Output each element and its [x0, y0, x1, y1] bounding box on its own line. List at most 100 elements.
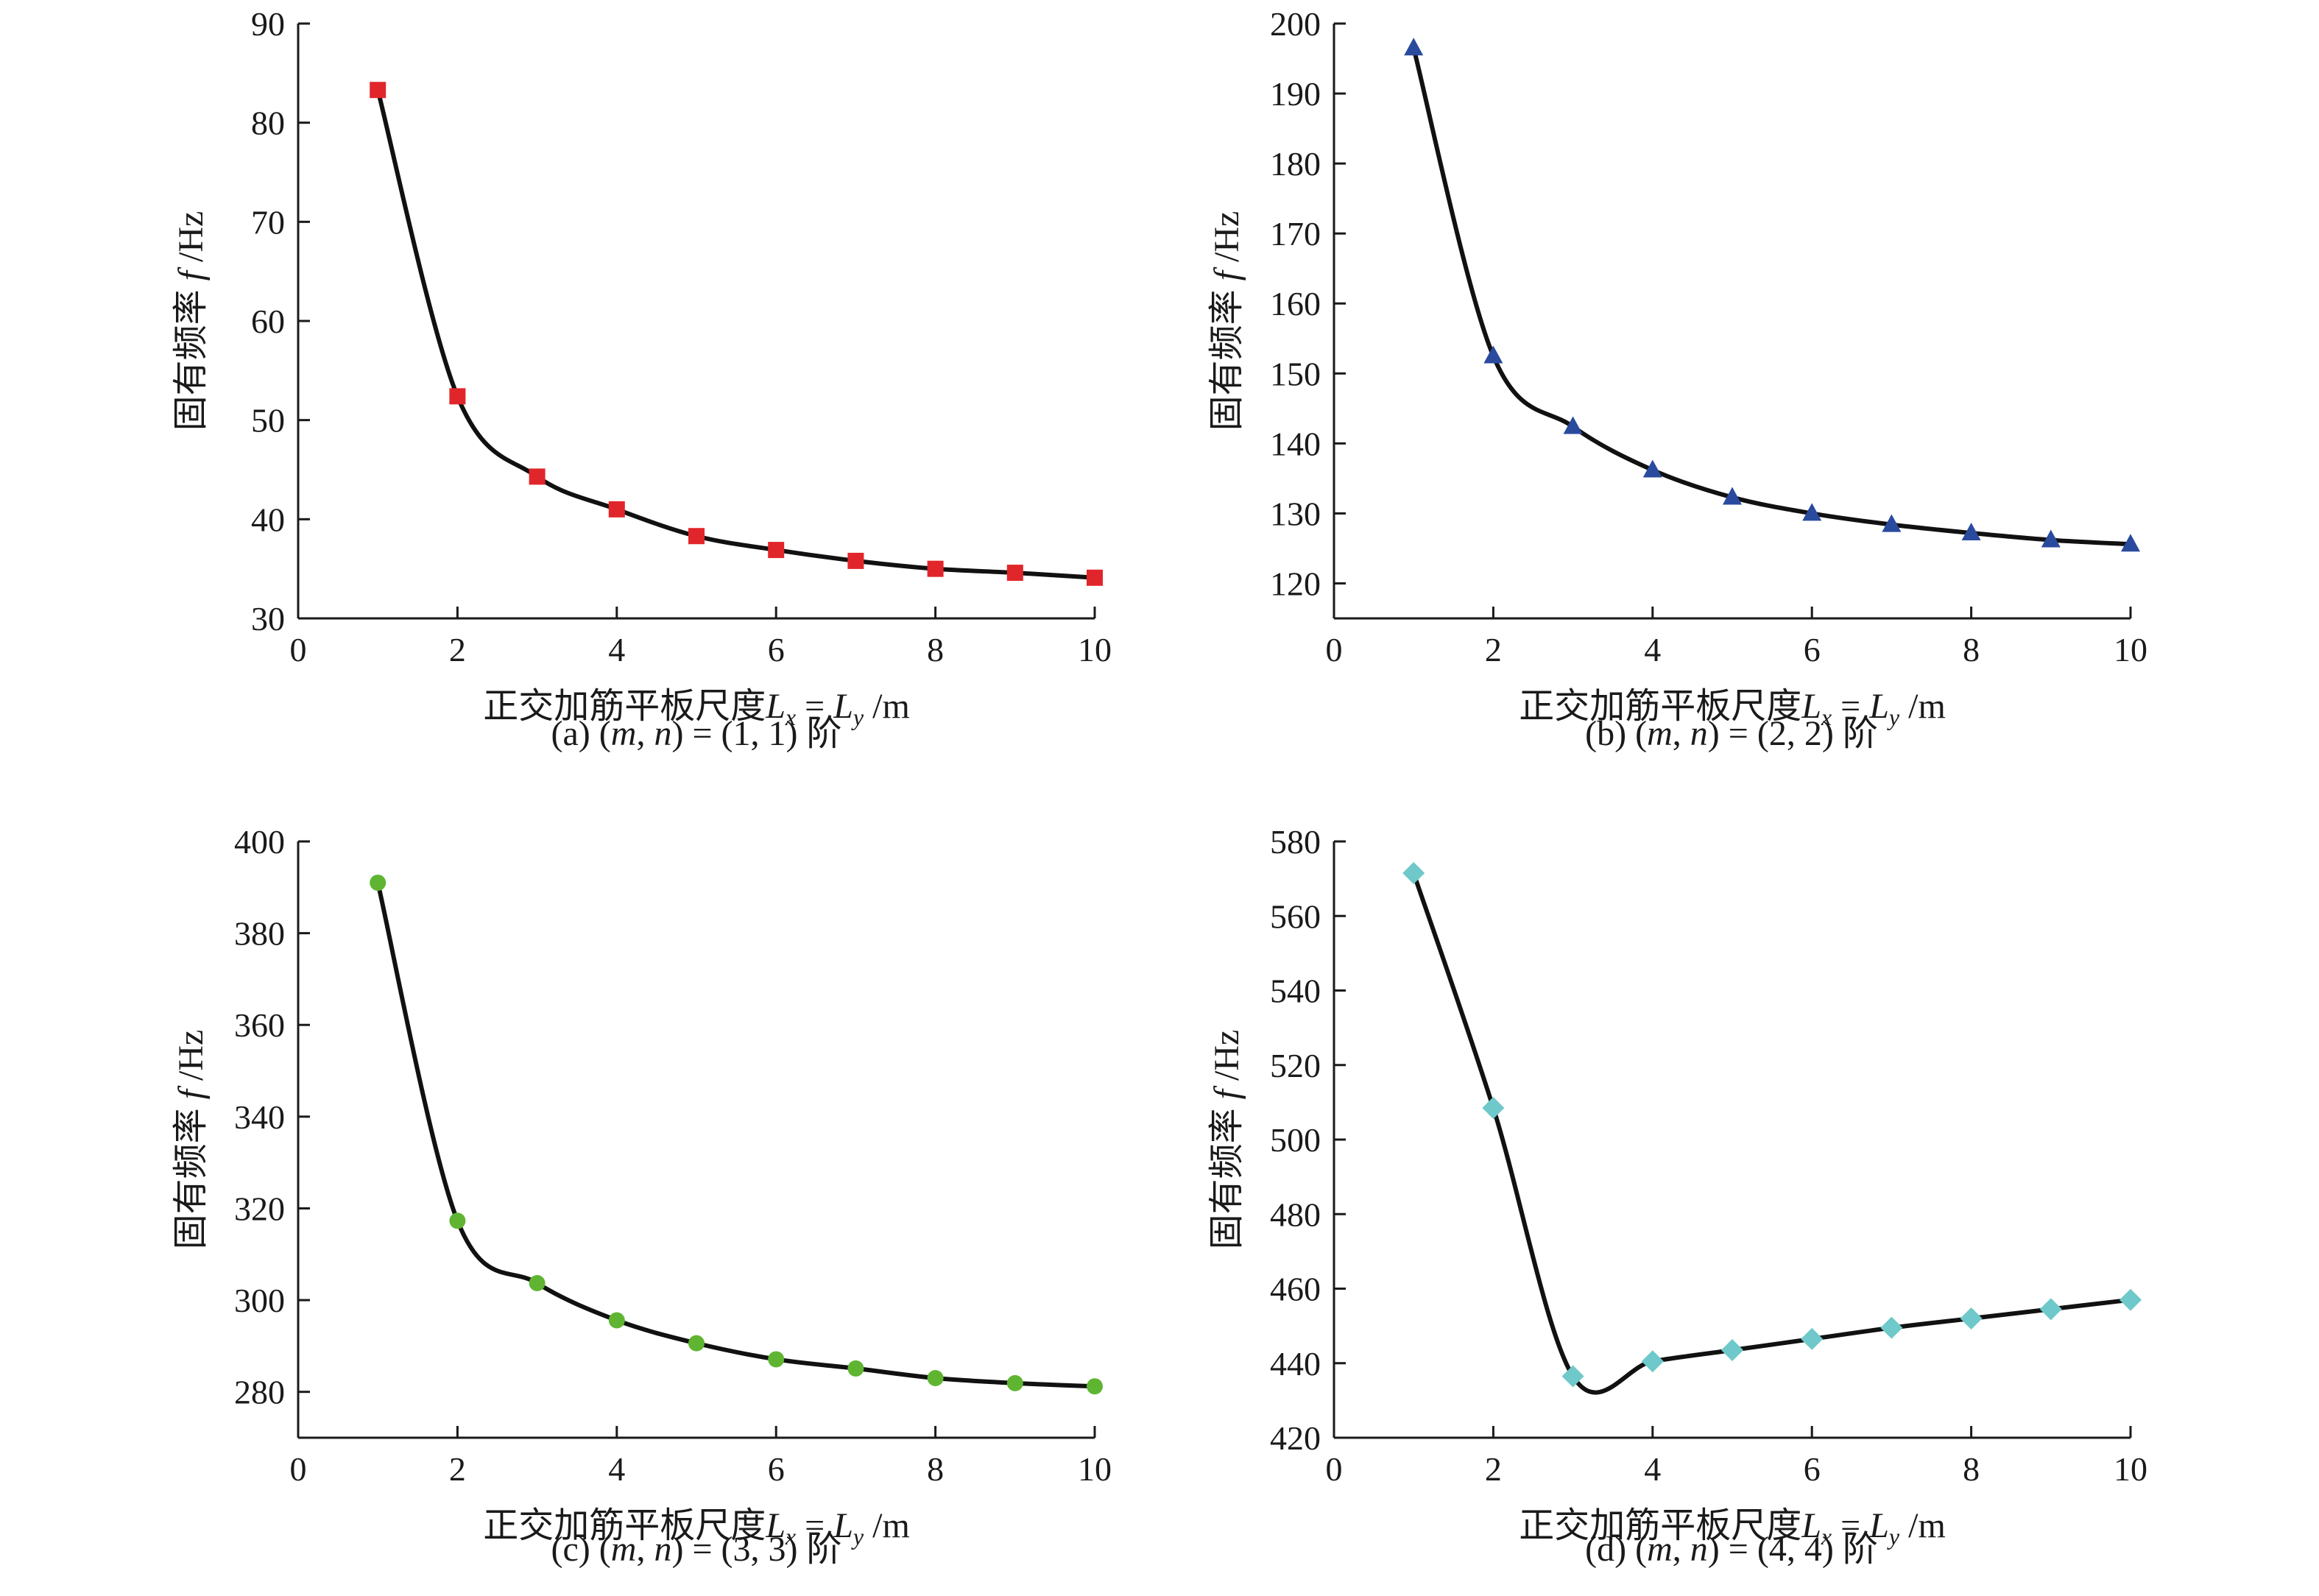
y-axis-label: 固有频率 f /Hz	[1207, 211, 1246, 431]
x-tick-label: 10	[1078, 1450, 1112, 1488]
y-tick-label: 300	[234, 1282, 285, 1319]
series-line	[1411, 872, 2131, 1395]
y-tick-label: 560	[1270, 897, 1321, 935]
data-point-marker	[1882, 514, 1902, 532]
chart-panel-a: 30 40 50 60 70 80 90 0 2 4 6 8 10 固有频率 f /Hz 正交加筋平板尺度L…	[172, 5, 1112, 753]
series-line	[375, 89, 1095, 580]
y-axis-label: 固有频率 f /Hz	[172, 211, 211, 431]
data-point-marker	[688, 528, 705, 545]
data-point-marker	[768, 542, 785, 559]
y-tick-label: 460	[1270, 1271, 1321, 1308]
y-tick-label: 580	[1270, 823, 1321, 861]
y-tick-label: 140	[1270, 425, 1321, 462]
y-tick-label: 40	[251, 501, 285, 538]
y-tick-label: 380	[234, 915, 285, 953]
data-point-marker	[1641, 1350, 1664, 1373]
x-tick-label: 2	[1485, 631, 1502, 668]
data-point-marker	[608, 1312, 625, 1329]
data-point-marker	[449, 1212, 466, 1229]
y-tick-label: 90	[251, 5, 285, 43]
x-tick-label: 10	[1078, 631, 1112, 668]
x-tick-label: 8	[1963, 1450, 1980, 1488]
y-tick-label: 160	[1270, 285, 1321, 322]
data-point-marker	[2039, 1298, 2062, 1321]
x-axis-label: 正交加筋平板尺度Lx = Ly /m	[1519, 1506, 1946, 1550]
y-tick-label: 50	[251, 402, 285, 439]
x-axis-label: 正交加筋平板尺度Lx = Ly /m	[1519, 687, 1946, 730]
y-tick-label: 520	[1270, 1047, 1321, 1084]
data-point-marker	[2121, 534, 2140, 552]
chart-panel-b: 120 130 140 150 160 170 180 190 200 0 2 4 6 8 10 固有频率 f…	[1207, 5, 2147, 753]
x-tick-label: 6	[1804, 1450, 1821, 1488]
series-line	[375, 882, 1095, 1389]
y-tick-label: 340	[234, 1098, 285, 1136]
data-point-marker	[1960, 1307, 1983, 1330]
data-point-marker	[2119, 1288, 2142, 1311]
data-point-marker	[370, 875, 386, 891]
x-tick-label: 0	[1326, 631, 1343, 668]
y-tick-label: 30	[251, 600, 285, 638]
chart-panel-c: 280 300 320 340 360 380 400 0 2 4 6 8 10 固有频率 f /Hz 正交…	[172, 823, 1112, 1569]
y-tick-label: 420	[1270, 1419, 1321, 1457]
y-tick-label: 190	[1270, 75, 1321, 113]
data-point-marker	[1880, 1316, 1903, 1339]
data-point-marker	[1482, 1096, 1505, 1119]
y-tick-label: 130	[1270, 495, 1321, 532]
y-tick-label: 500	[1270, 1121, 1321, 1159]
data-point-marker	[927, 560, 944, 577]
data-point-marker	[1483, 345, 1503, 364]
data-point-marker	[1961, 523, 1981, 541]
x-tick-label: 10	[2114, 1450, 2147, 1488]
y-axis-label: 固有频率 f /Hz	[1207, 1030, 1246, 1250]
y-tick-label: 400	[234, 823, 285, 861]
y-tick-label: 60	[251, 303, 285, 340]
data-point-marker	[1087, 1378, 1103, 1395]
x-tick-label: 10	[2114, 631, 2147, 668]
data-point-marker	[847, 552, 864, 569]
x-tick-label: 4	[1644, 1450, 1661, 1488]
x-tick-label: 0	[290, 631, 307, 668]
chart-panel-d: 420 440 460 480 500 520 540 560 580 0 2 4 6 8 10 固有频率 f…	[1207, 823, 2147, 1569]
data-point-marker	[608, 501, 625, 518]
y-axis-label: 固有频率 f /Hz	[172, 1030, 211, 1250]
y-tick-label: 440	[1270, 1345, 1321, 1383]
x-tick-label: 4	[608, 631, 625, 668]
data-point-marker	[2041, 529, 2061, 548]
data-point-marker	[529, 468, 546, 485]
y-tick-label: 480	[1270, 1196, 1321, 1233]
y-tick-label: 180	[1270, 145, 1321, 183]
data-point-marker	[688, 1335, 705, 1352]
data-point-marker	[1006, 1374, 1023, 1391]
panel-caption: (a) (m, n) = (1, 1) 阶	[551, 714, 842, 753]
x-tick-label: 2	[449, 631, 466, 668]
data-point-marker	[1006, 565, 1023, 582]
data-point-marker	[1087, 569, 1103, 586]
x-tick-label: 0	[1326, 1450, 1343, 1488]
x-tick-label: 8	[927, 631, 944, 668]
y-tick-label: 150	[1270, 355, 1321, 392]
panel-caption: (c) (m, n) = (3, 3) 阶	[551, 1530, 842, 1569]
x-axis-label: 正交加筋平板尺度Lx = Ly /m	[483, 687, 910, 730]
x-axis-label: 正交加筋平板尺度Lx = Ly /m	[483, 1506, 910, 1550]
data-point-marker	[529, 1275, 546, 1292]
panel-caption: (d) (m, n) = (4, 4) 阶	[1585, 1530, 1878, 1569]
data-point-marker	[1723, 487, 1742, 505]
data-point-marker	[370, 82, 386, 99]
y-tick-label: 360	[234, 1006, 285, 1044]
panel-caption: (b) (m, n) = (2, 2) 阶	[1585, 714, 1878, 753]
y-tick-label: 80	[251, 105, 285, 142]
x-tick-label: 6	[768, 631, 785, 668]
y-tick-label: 280	[234, 1374, 285, 1411]
x-tick-label: 2	[449, 1450, 466, 1488]
x-tick-label: 6	[768, 1450, 785, 1488]
y-tick-label: 320	[234, 1190, 285, 1227]
x-tick-label: 0	[290, 1450, 307, 1488]
x-tick-label: 2	[1485, 1450, 1502, 1488]
data-point-marker	[768, 1351, 785, 1368]
data-point-marker	[1802, 503, 1822, 521]
data-point-marker	[449, 388, 466, 405]
data-point-marker	[1563, 416, 1583, 434]
data-point-marker	[1801, 1327, 1824, 1350]
